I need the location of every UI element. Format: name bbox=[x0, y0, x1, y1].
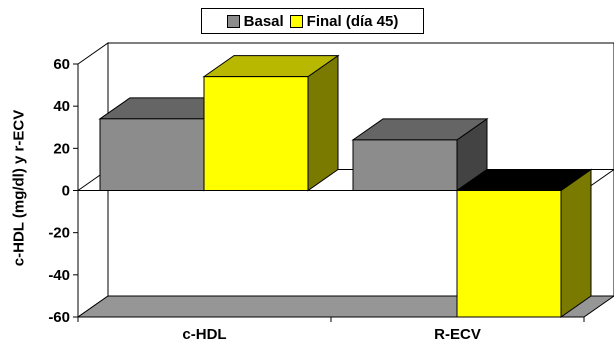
bar-side bbox=[560, 168, 592, 318]
y-axis-label: c-HDL (mg/dl) y r-ECV bbox=[10, 109, 28, 267]
bar bbox=[99, 118, 205, 191]
y-tick-label: 60 bbox=[53, 56, 70, 73]
y-tick-label: -20 bbox=[48, 225, 70, 242]
legend-item-basal: Basal bbox=[226, 12, 284, 30]
y-tick-label: -40 bbox=[48, 267, 70, 284]
bar-side bbox=[307, 54, 339, 192]
x-tick-label: c-HDL bbox=[182, 326, 226, 343]
y-tick-label: 0 bbox=[62, 183, 70, 200]
x-tick-label: R-ECV bbox=[434, 326, 481, 343]
legend-swatch-basal bbox=[226, 14, 240, 28]
y-tick-label: -60 bbox=[48, 309, 70, 326]
bar bbox=[352, 139, 458, 191]
y-tick-label: 20 bbox=[53, 140, 70, 157]
bar bbox=[456, 190, 562, 318]
legend-label-basal: Basal bbox=[243, 12, 284, 30]
legend-item-final: Final (día 45) bbox=[289, 12, 399, 30]
legend-swatch-final bbox=[289, 14, 303, 28]
y-tick-label: 40 bbox=[53, 98, 70, 115]
chart-legend: Basal Final (día 45) bbox=[201, 8, 424, 34]
legend-label-final: Final (día 45) bbox=[306, 12, 399, 30]
bar bbox=[203, 76, 309, 191]
